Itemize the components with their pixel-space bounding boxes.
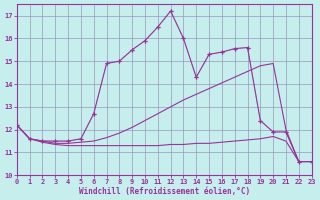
X-axis label: Windchill (Refroidissement éolien,°C): Windchill (Refroidissement éolien,°C)	[79, 187, 250, 196]
